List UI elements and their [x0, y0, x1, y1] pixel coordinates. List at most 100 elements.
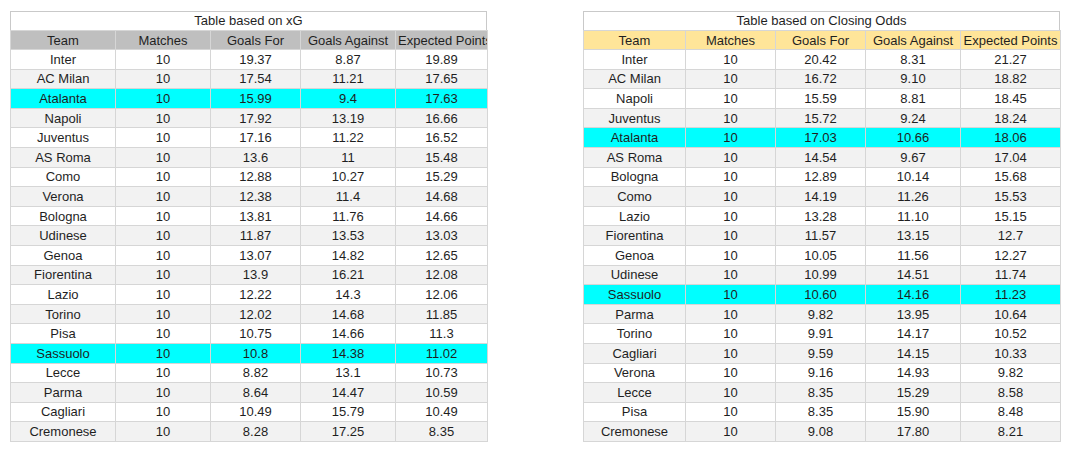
value-cell[interactable]: 10.05	[776, 245, 866, 265]
value-cell[interactable]: 11	[301, 147, 396, 167]
team-cell[interactable]: Genoa	[11, 245, 116, 265]
value-cell[interactable]: 10.66	[866, 128, 961, 148]
value-cell[interactable]: 11.87	[211, 226, 301, 246]
value-cell[interactable]: 17.03	[776, 128, 866, 148]
value-cell[interactable]: 21.27	[961, 50, 1061, 70]
value-cell[interactable]: 11.23	[961, 285, 1061, 305]
value-cell[interactable]: 8.87	[301, 50, 396, 70]
value-cell[interactable]: 17.04	[961, 147, 1061, 167]
value-cell[interactable]: 10.33	[961, 343, 1061, 363]
value-cell[interactable]: 19.37	[211, 50, 301, 70]
value-cell[interactable]: 10	[686, 89, 776, 109]
value-cell[interactable]: 10	[116, 50, 211, 70]
team-cell[interactable]: Juventus	[11, 128, 116, 148]
value-cell[interactable]: 9.4	[301, 89, 396, 109]
value-cell[interactable]: 19.89	[396, 50, 488, 70]
value-cell[interactable]: 14.38	[301, 343, 396, 363]
value-cell[interactable]: 10.27	[301, 167, 396, 187]
value-cell[interactable]: 10	[116, 245, 211, 265]
value-cell[interactable]: 15.79	[301, 402, 396, 422]
team-cell[interactable]: Cremonese	[11, 422, 116, 442]
value-cell[interactable]: 9.82	[776, 304, 866, 324]
value-cell[interactable]: 14.3	[301, 285, 396, 305]
value-cell[interactable]: 14.15	[866, 343, 961, 363]
value-cell[interactable]: 10	[686, 285, 776, 305]
value-cell[interactable]: 13.95	[866, 304, 961, 324]
team-cell[interactable]: Juventus	[584, 108, 686, 128]
value-cell[interactable]: 14.47	[301, 383, 396, 403]
value-cell[interactable]: 11.85	[396, 304, 488, 324]
value-cell[interactable]: 16.52	[396, 128, 488, 148]
value-cell[interactable]: 15.59	[776, 89, 866, 109]
value-cell[interactable]: 10.49	[396, 402, 488, 422]
value-cell[interactable]: 12.38	[211, 187, 301, 207]
team-cell[interactable]: Pisa	[11, 324, 116, 344]
value-cell[interactable]: 18.06	[961, 128, 1061, 148]
value-cell[interactable]: 17.65	[396, 69, 488, 89]
team-cell[interactable]: Cagliari	[11, 402, 116, 422]
team-cell[interactable]: Como	[584, 187, 686, 207]
value-cell[interactable]: 15.53	[961, 187, 1061, 207]
team-cell[interactable]: Udinese	[584, 265, 686, 285]
value-cell[interactable]: 8.35	[776, 383, 866, 403]
team-cell[interactable]: Lecce	[11, 363, 116, 383]
value-cell[interactable]: 10	[116, 108, 211, 128]
value-cell[interactable]: 10	[116, 363, 211, 383]
value-cell[interactable]: 10	[116, 147, 211, 167]
value-cell[interactable]: 10	[686, 50, 776, 70]
value-cell[interactable]: 10	[686, 147, 776, 167]
value-cell[interactable]: 13.1	[301, 363, 396, 383]
value-cell[interactable]: 9.59	[776, 343, 866, 363]
value-cell[interactable]: 10.8	[211, 343, 301, 363]
value-cell[interactable]: 14.68	[301, 304, 396, 324]
team-cell[interactable]: Verona	[584, 363, 686, 383]
team-cell[interactable]: Lazio	[11, 285, 116, 305]
value-cell[interactable]: 11.74	[961, 265, 1061, 285]
value-cell[interactable]: 13.28	[776, 206, 866, 226]
team-cell[interactable]: Torino	[11, 304, 116, 324]
team-cell[interactable]: AS Roma	[11, 147, 116, 167]
value-cell[interactable]: 10.52	[961, 324, 1061, 344]
value-cell[interactable]: 10	[686, 363, 776, 383]
value-cell[interactable]: 10	[686, 226, 776, 246]
value-cell[interactable]: 10	[116, 226, 211, 246]
value-cell[interactable]: 8.28	[211, 422, 301, 442]
team-cell[interactable]: AC Milan	[584, 69, 686, 89]
value-cell[interactable]: 10	[686, 245, 776, 265]
team-cell[interactable]: AS Roma	[584, 147, 686, 167]
team-cell[interactable]: AC Milan	[11, 69, 116, 89]
team-cell[interactable]: Sassuolo	[11, 343, 116, 363]
value-cell[interactable]: 14.66	[301, 324, 396, 344]
value-cell[interactable]: 10	[116, 343, 211, 363]
team-cell[interactable]: Fiorentina	[11, 265, 116, 285]
value-cell[interactable]: 10.75	[211, 324, 301, 344]
value-cell[interactable]: 11.3	[396, 324, 488, 344]
value-cell[interactable]: 10	[116, 402, 211, 422]
value-cell[interactable]: 8.31	[866, 50, 961, 70]
value-cell[interactable]: 17.92	[211, 108, 301, 128]
value-cell[interactable]: 14.17	[866, 324, 961, 344]
value-cell[interactable]: 8.58	[961, 383, 1061, 403]
value-cell[interactable]: 13.6	[211, 147, 301, 167]
value-cell[interactable]: 13.15	[866, 226, 961, 246]
value-cell[interactable]: 13.53	[301, 226, 396, 246]
team-cell[interactable]: Fiorentina	[584, 226, 686, 246]
value-cell[interactable]: 12.88	[211, 167, 301, 187]
team-cell[interactable]: Lazio	[584, 206, 686, 226]
team-cell[interactable]: Cremonese	[584, 422, 686, 442]
team-cell[interactable]: Sassuolo	[584, 285, 686, 305]
value-cell[interactable]: 9.67	[866, 147, 961, 167]
team-cell[interactable]: Pisa	[584, 402, 686, 422]
value-cell[interactable]: 11.02	[396, 343, 488, 363]
team-cell[interactable]: Napoli	[584, 89, 686, 109]
value-cell[interactable]: 9.10	[866, 69, 961, 89]
value-cell[interactable]: 9.16	[776, 363, 866, 383]
team-cell[interactable]: Inter	[11, 50, 116, 70]
value-cell[interactable]: 13.07	[211, 245, 301, 265]
value-cell[interactable]: 8.82	[211, 363, 301, 383]
team-cell[interactable]: Lecce	[584, 383, 686, 403]
team-cell[interactable]: Bologna	[584, 167, 686, 187]
value-cell[interactable]: 11.76	[301, 206, 396, 226]
value-cell[interactable]: 10.59	[396, 383, 488, 403]
value-cell[interactable]: 14.16	[866, 285, 961, 305]
